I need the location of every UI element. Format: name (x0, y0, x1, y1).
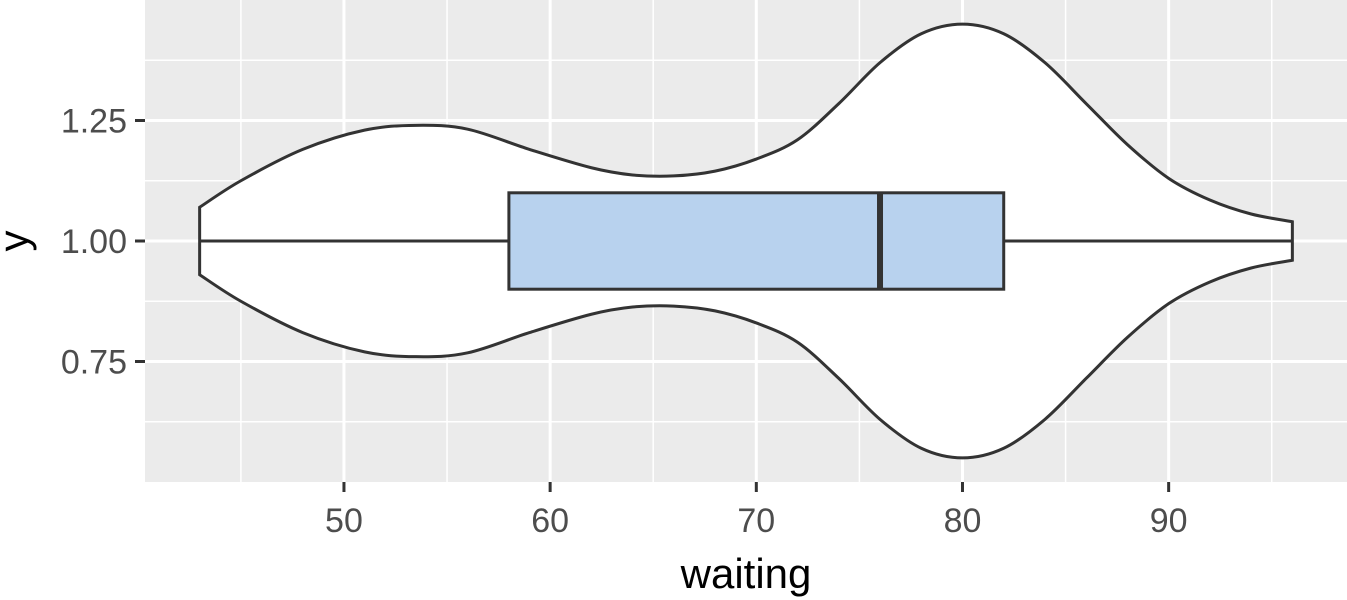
x-axis-title: waiting (680, 550, 812, 597)
y-axis: 0.75 1.00 1.25 (61, 103, 145, 382)
x-tick-label: 90 (1150, 502, 1188, 540)
x-axis: 50 60 70 80 90 (325, 482, 1188, 540)
y-tick-label: 0.75 (61, 344, 127, 382)
x-tick-label: 70 (737, 502, 775, 540)
x-tick-label: 60 (531, 502, 569, 540)
y-axis-title: y (0, 231, 37, 252)
y-tick-label: 1.25 (61, 103, 127, 141)
x-tick-label: 50 (325, 502, 363, 540)
x-tick-label: 80 (944, 502, 982, 540)
boxplot (199, 191, 1293, 291)
boxplot-box (507, 191, 1006, 291)
y-tick-label: 1.00 (61, 223, 127, 261)
